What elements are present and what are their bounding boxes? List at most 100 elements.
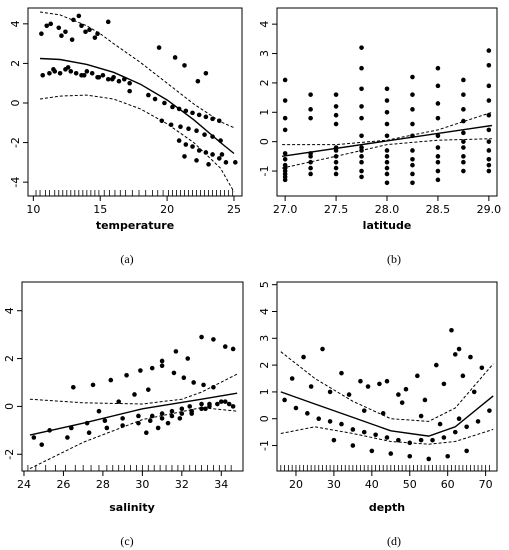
data-point-b-42 <box>384 86 390 92</box>
data-point-a-15 <box>40 72 46 78</box>
y-tick-label-d-6: 5 <box>258 281 271 288</box>
data-point-c-37 <box>179 411 185 416</box>
data-point-b-83 <box>486 48 492 53</box>
data-point-a-8 <box>69 37 75 42</box>
data-point-c-29 <box>65 435 70 440</box>
data-point-d-44 <box>407 453 413 459</box>
data-point-a-46 <box>170 104 175 110</box>
data-point-c-42 <box>222 399 228 404</box>
data-point-d-30 <box>301 354 306 360</box>
data-point-a-0 <box>39 31 44 37</box>
data-point-b-31 <box>359 65 364 71</box>
y-tick-label-a-1: -2 <box>9 137 22 148</box>
data-point-b-14 <box>308 115 313 121</box>
upper-ci-line-d <box>280 351 494 422</box>
data-point-a-13 <box>92 35 98 40</box>
y-tick-label-b-0: -1 <box>258 166 271 177</box>
upper-ci-line-c <box>29 373 238 405</box>
data-point-b-1 <box>282 98 288 103</box>
data-point-b-23 <box>333 121 339 127</box>
y-tick-label-b-2: 1 <box>258 109 271 116</box>
data-point-a-40 <box>195 78 201 84</box>
data-point-a-33 <box>65 65 71 70</box>
data-point-a-29 <box>116 78 122 84</box>
data-point-b-44 <box>384 109 390 115</box>
data-point-d-15 <box>452 429 458 435</box>
data-point-c-57 <box>165 420 171 426</box>
data-point-d-18 <box>487 408 492 413</box>
data-point-d-33 <box>358 378 363 384</box>
data-point-d-45 <box>426 456 432 462</box>
fit-line-c <box>29 392 238 436</box>
x-axis-label-b: latitude <box>363 219 412 232</box>
data-point-d-40 <box>331 437 337 443</box>
data-point-a-26 <box>100 72 106 78</box>
data-point-b-79 <box>461 145 466 150</box>
data-point-b-91 <box>486 156 492 162</box>
data-point-a-43 <box>146 92 151 98</box>
data-point-d-28 <box>460 373 466 379</box>
data-point-a-73 <box>219 152 225 157</box>
data-point-c-47 <box>145 387 151 392</box>
data-point-c-7 <box>149 413 155 419</box>
data-point-c-52 <box>211 337 216 342</box>
data-point-a-64 <box>190 144 195 149</box>
data-point-c-25 <box>191 380 196 385</box>
data-point-a-41 <box>203 71 209 76</box>
data-point-d-49 <box>380 411 386 416</box>
data-point-b-81 <box>461 159 466 165</box>
data-point-d-14 <box>441 435 447 440</box>
data-point-b-18 <box>308 165 313 171</box>
data-point-b-47 <box>384 148 390 153</box>
data-point-c-30 <box>86 430 92 436</box>
data-point-b-21 <box>333 104 339 109</box>
panel-label-b: (b) <box>387 252 401 266</box>
data-point-b-55 <box>410 107 415 112</box>
upper-ci-line-b <box>282 111 493 146</box>
data-point-a-42 <box>127 88 132 94</box>
data-point-a-9 <box>76 13 82 19</box>
data-point-b-2 <box>282 115 288 121</box>
data-point-d-56 <box>468 354 473 360</box>
data-point-a-24 <box>89 71 95 76</box>
data-point-b-40 <box>359 168 364 174</box>
data-point-c-43 <box>230 404 236 409</box>
data-point-b-51 <box>384 171 390 177</box>
data-point-c-18 <box>108 377 114 383</box>
data-point-b-62 <box>410 180 415 186</box>
lower-ci-line-a <box>39 94 235 193</box>
y-tick-label-a-0: -4 <box>9 177 22 188</box>
x-tick-label-b-4: 29.0 <box>477 203 502 216</box>
data-point-d-38 <box>452 352 458 357</box>
data-point-a-34 <box>81 72 87 78</box>
data-point-d-31 <box>320 346 325 352</box>
data-point-a-67 <box>210 152 215 157</box>
data-point-b-56 <box>410 121 415 127</box>
data-point-b-38 <box>359 154 364 159</box>
data-point-b-48 <box>384 154 390 159</box>
panel-label-a: (a) <box>120 252 133 266</box>
data-point-b-69 <box>435 154 441 159</box>
data-point-b-3 <box>282 127 288 133</box>
data-point-a-23 <box>84 69 90 74</box>
data-point-b-53 <box>410 74 415 80</box>
data-point-c-5 <box>120 416 125 421</box>
data-point-c-35 <box>159 416 165 421</box>
data-point-a-71 <box>194 158 199 163</box>
data-point-b-43 <box>384 98 390 103</box>
data-point-a-39 <box>182 63 187 68</box>
data-point-b-0 <box>282 77 288 83</box>
data-point-b-67 <box>435 133 441 139</box>
data-point-b-65 <box>435 101 441 106</box>
data-point-b-20 <box>333 92 339 97</box>
data-point-b-34 <box>359 115 364 121</box>
plot-frame-a <box>27 7 243 197</box>
data-point-d-37 <box>434 362 439 368</box>
data-point-b-49 <box>384 159 390 165</box>
y-tick-label-d-3: 2 <box>258 362 271 369</box>
lower-ci-line-d <box>280 426 494 445</box>
data-point-b-46 <box>384 133 390 139</box>
data-point-d-46 <box>445 453 450 459</box>
data-point-d-32 <box>339 370 344 376</box>
